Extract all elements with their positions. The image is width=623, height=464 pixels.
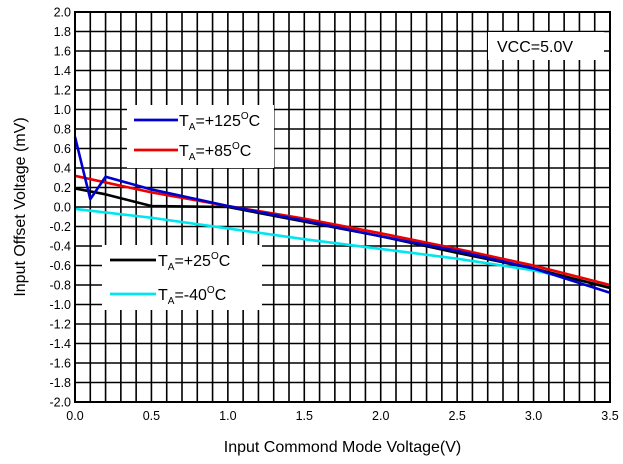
y-tick-label: 0.6 <box>54 142 71 156</box>
y-tick-label: -0.4 <box>49 240 71 254</box>
legend-bottom: TA=+25OC TA=-40OC <box>102 245 262 310</box>
x-tick-label: 3.5 <box>601 409 618 423</box>
y-tick-label: 1.4 <box>54 64 71 78</box>
x-tick-label: 2.0 <box>372 409 389 423</box>
y-tick-labels: 2.0 1.8 1.6 1.4 1.2 1.0 0.8 0.6 0.4 0.2 0.0 -0.2 -0.… <box>49 6 71 410</box>
y-tick-label: -2.0 <box>49 396 71 410</box>
y-tick-label: 1.8 <box>54 25 71 39</box>
legend-top-box <box>127 105 274 168</box>
vcc-annotation-box <box>488 32 604 60</box>
y-tick-label: -1.2 <box>49 318 71 332</box>
y-tick-label: -1.8 <box>49 376 71 390</box>
y-tick-label: 2.0 <box>54 6 71 20</box>
legend-label-0: TA=+125OC <box>179 111 260 133</box>
legend-top: TA=+125OC TA=+85OC <box>127 105 274 168</box>
x-tick-label: 1.0 <box>219 409 236 423</box>
vcc-annotation: VCC=5.0V <box>497 39 573 56</box>
x-tick-label: 1.5 <box>296 409 313 423</box>
x-tick-label: 3.0 <box>525 409 542 423</box>
legend-label-1: TA=+85OC <box>179 141 251 163</box>
x-tick-label: 0.0 <box>66 409 83 423</box>
x-tick-label: 0.5 <box>143 409 160 423</box>
y-tick-label: 0.8 <box>54 123 71 137</box>
y-tick-label: -0.8 <box>49 279 71 293</box>
y-tick-label: -1.4 <box>49 337 71 351</box>
series-line-0 <box>73 136 611 295</box>
y-tick-label: -1.0 <box>49 298 71 312</box>
series-line-3 <box>74 207 611 289</box>
grid <box>74 11 611 403</box>
legend-label-2: TA=+25OC <box>158 251 230 273</box>
x-axis-label: Input Commond Mode Voltage(V) <box>224 439 461 456</box>
y-tick-label: -0.6 <box>49 259 71 273</box>
y-tick-label: 1.2 <box>54 84 71 98</box>
y-tick-label: 0.4 <box>54 162 71 176</box>
y-axis-label: Input Offset Voltage (mV) <box>12 117 29 296</box>
series-layer <box>73 136 611 295</box>
legend-label-3: TA=-40OC <box>158 285 226 307</box>
x-tick-labels: 0.0 0.5 1.0 1.5 2.0 2.5 3.0 3.5 <box>66 409 618 423</box>
y-tick-label: -1.6 <box>49 357 71 371</box>
legend-bottom-box <box>102 245 262 310</box>
x-tick-label: 2.5 <box>448 409 465 423</box>
y-tick-label: 1.0 <box>54 103 71 117</box>
y-tick-label: -0.2 <box>49 220 71 234</box>
series-line-1 <box>74 174 611 287</box>
y-tick-label: 0.2 <box>54 181 71 195</box>
plot-frame <box>74 11 611 403</box>
y-tick-label: 1.6 <box>54 45 71 59</box>
y-tick-label: 0.0 <box>54 201 71 215</box>
